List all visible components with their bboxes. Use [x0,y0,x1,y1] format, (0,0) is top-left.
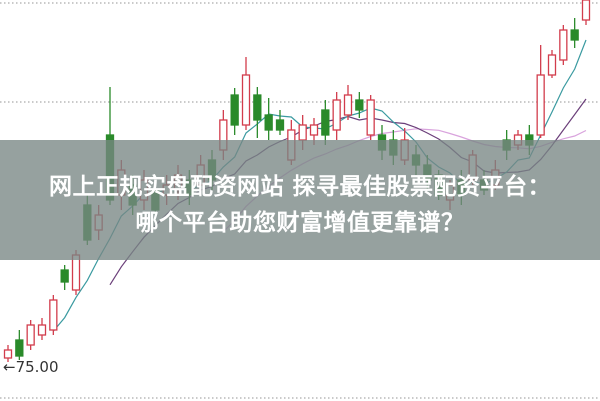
headline-line-2: 哪个平台助您财富增值更靠谱？ [135,210,465,236]
candle-body [275,119,285,131]
candle-body [241,74,251,126]
candle-body [37,324,47,336]
candle-body [253,94,262,121]
candle-body [60,269,69,283]
candle-body [3,349,13,359]
title-overlay-band [0,140,600,260]
candle-body [230,94,239,126]
candle-body [536,74,545,136]
candle-body [570,29,579,41]
candle-body [321,109,330,136]
price-annotation: ←75.00 [3,358,59,376]
candle-body [71,254,81,291]
candle-body [559,29,568,61]
candle-body [355,99,364,111]
candle-body [49,299,58,331]
candle-body [309,124,319,136]
candle-body [366,99,375,136]
candle-body [264,114,273,131]
candle-body [343,94,353,116]
candle-body [15,339,24,357]
candle-body [581,0,591,21]
candle-body [332,99,341,131]
candle-body [298,124,307,141]
headline-line-1: 网上正规实盘配资网站 探寻最佳股票配资平台： [48,174,551,200]
candle-body [26,324,35,346]
candle-body [547,54,557,76]
